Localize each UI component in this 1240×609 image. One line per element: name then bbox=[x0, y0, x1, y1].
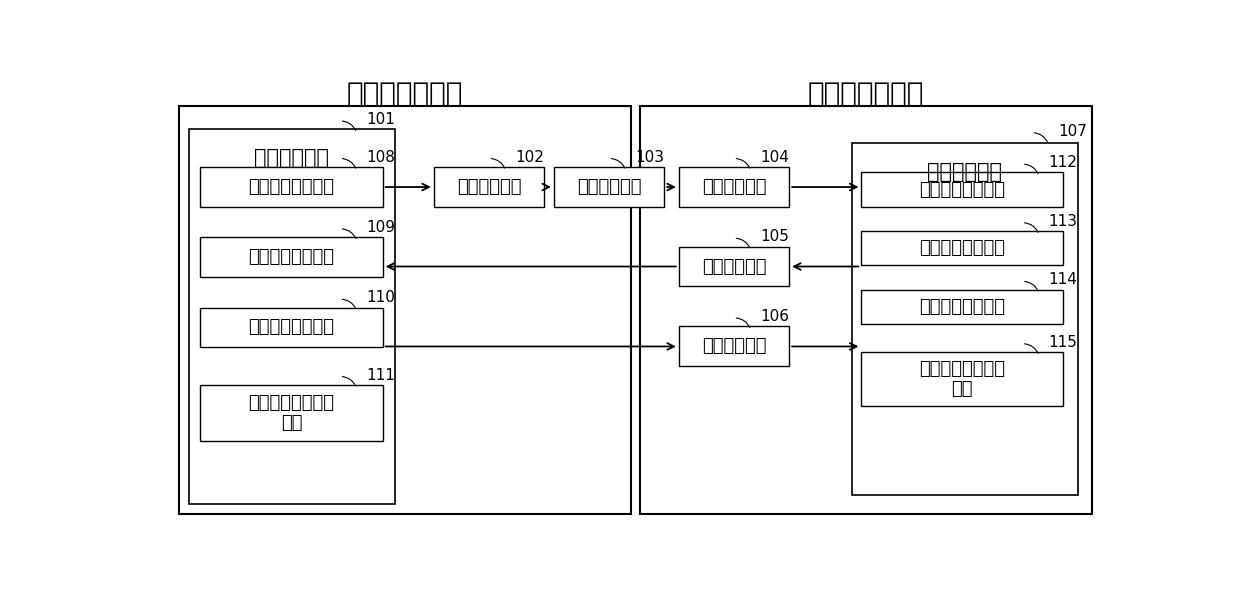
Bar bbox=[862, 290, 1063, 324]
Text: 工艺附件编辑模块: 工艺附件编辑模块 bbox=[248, 248, 335, 266]
Text: 工艺审批模块: 工艺审批模块 bbox=[456, 178, 521, 196]
Text: 状态查询接口: 状态查询接口 bbox=[702, 258, 766, 275]
Text: 103: 103 bbox=[635, 150, 665, 164]
Bar bbox=[434, 167, 544, 206]
Text: 106: 106 bbox=[760, 309, 790, 324]
Text: 工艺接收接口: 工艺接收接口 bbox=[702, 178, 766, 196]
Text: 执行记录结果输入
模块: 执行记录结果输入 模块 bbox=[919, 360, 1006, 398]
Text: 操作步骤编辑模块: 操作步骤编辑模块 bbox=[248, 319, 335, 337]
Text: 109: 109 bbox=[367, 220, 396, 235]
Text: 配套信息编辑模块: 配套信息编辑模块 bbox=[248, 178, 335, 196]
Text: 工艺锁定接口: 工艺锁定接口 bbox=[702, 337, 766, 355]
Text: 114: 114 bbox=[1049, 272, 1078, 287]
Text: 115: 115 bbox=[1049, 335, 1078, 350]
Text: 111: 111 bbox=[367, 368, 396, 382]
Bar bbox=[640, 106, 1092, 514]
Text: 112: 112 bbox=[1049, 155, 1078, 170]
Text: 102: 102 bbox=[516, 150, 544, 164]
Text: 工艺附件查看模块: 工艺附件查看模块 bbox=[919, 239, 1006, 257]
Text: 108: 108 bbox=[367, 150, 396, 164]
Bar bbox=[200, 238, 383, 277]
Bar bbox=[678, 326, 789, 366]
Bar bbox=[862, 231, 1063, 266]
Text: 执行记录要求编辑
模块: 执行记录要求编辑 模块 bbox=[248, 393, 335, 432]
Bar bbox=[678, 167, 789, 206]
Bar bbox=[200, 167, 383, 206]
Text: 105: 105 bbox=[760, 229, 790, 244]
Text: 操作步骤查看模块: 操作步骤查看模块 bbox=[919, 298, 1006, 316]
Bar bbox=[179, 106, 631, 514]
Bar bbox=[862, 172, 1063, 206]
Text: 101: 101 bbox=[367, 112, 396, 127]
Text: 工艺设计模块: 工艺设计模块 bbox=[254, 148, 330, 168]
Text: 装配执行模块: 装配执行模块 bbox=[928, 162, 1002, 182]
Bar bbox=[200, 308, 383, 347]
Text: 装配执行子系统: 装配执行子系统 bbox=[808, 80, 924, 108]
Text: 工艺发送模块: 工艺发送模块 bbox=[577, 178, 641, 196]
Bar bbox=[188, 129, 396, 504]
Bar bbox=[852, 144, 1078, 495]
Text: 配套信息查看模块: 配套信息查看模块 bbox=[919, 181, 1006, 199]
Text: 107: 107 bbox=[1059, 124, 1087, 139]
Bar bbox=[200, 385, 383, 441]
Bar bbox=[862, 352, 1063, 406]
Text: 113: 113 bbox=[1049, 214, 1078, 229]
Text: 104: 104 bbox=[760, 150, 790, 164]
Bar bbox=[554, 167, 665, 206]
Text: 工艺设计子系统: 工艺设计子系统 bbox=[347, 80, 463, 108]
Text: 110: 110 bbox=[367, 290, 396, 305]
Bar bbox=[678, 247, 789, 286]
